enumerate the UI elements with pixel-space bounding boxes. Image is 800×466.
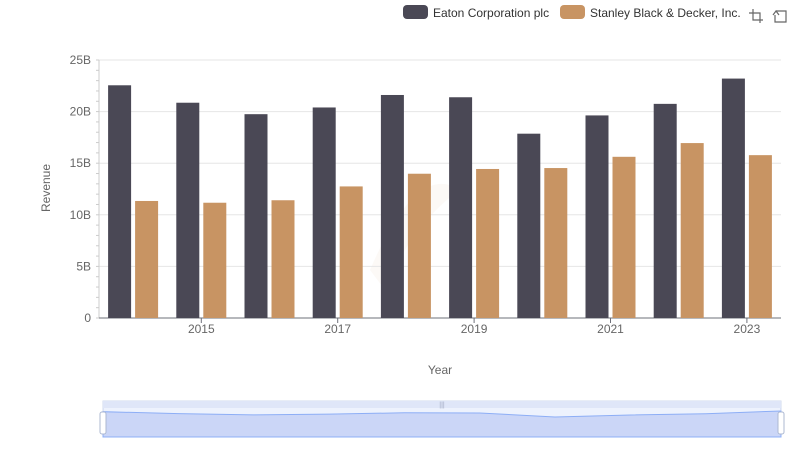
series-stanley <box>135 143 772 318</box>
legend-swatch <box>560 5 585 19</box>
bar[interactable] <box>585 115 609 319</box>
data-zoom-preview <box>102 410 782 438</box>
x-tick-label: 2019 <box>461 322 488 336</box>
bar-series <box>108 78 772 319</box>
bar[interactable] <box>449 97 473 318</box>
y-tick-label: 25B <box>70 53 91 67</box>
bar[interactable] <box>271 200 295 318</box>
toolbox <box>748 8 788 24</box>
bar[interactable] <box>517 133 541 318</box>
bar[interactable] <box>176 102 200 319</box>
bar[interactable] <box>680 143 704 318</box>
y-tick-label: 5B <box>76 259 91 273</box>
x-tick-label: 2023 <box>734 322 761 336</box>
y-tick-label: 0 <box>84 311 91 325</box>
legend: Eaton Corporation plc Stanley Black & Dec… <box>403 5 741 20</box>
legend-item[interactable]: Eaton Corporation plc <box>403 5 549 20</box>
legend-label: Stanley Black & Decker, Inc. <box>590 6 741 20</box>
bar[interactable] <box>380 94 404 318</box>
x-tick-label: 2021 <box>597 322 624 336</box>
legend-label: Eaton Corporation plc <box>433 6 549 20</box>
zoom-box-icon[interactable] <box>748 8 764 24</box>
bar[interactable] <box>653 103 677 318</box>
data-zoom-handle-left[interactable] <box>99 411 107 435</box>
data-zoom-slider[interactable]: ||| <box>99 400 785 438</box>
data-zoom-handle-right[interactable] <box>777 411 785 435</box>
data-zoom-move-bar[interactable] <box>103 401 781 408</box>
y-axis-title: Revenue <box>39 164 53 212</box>
bar[interactable] <box>312 107 336 318</box>
legend-swatch <box>403 5 428 19</box>
x-axis-title: Year <box>428 363 452 377</box>
y-tick-label: 20B <box>70 105 91 119</box>
x-tick-label: 2015 <box>188 322 215 336</box>
bar[interactable] <box>407 173 431 318</box>
series-eaton <box>108 78 745 319</box>
bar[interactable] <box>108 85 132 318</box>
bar[interactable] <box>203 202 227 318</box>
y-tick-label: 15B <box>70 156 91 170</box>
y-tick-label: 10B <box>70 208 91 222</box>
bar[interactable] <box>339 186 363 318</box>
bar[interactable] <box>476 168 500 318</box>
restore-icon[interactable] <box>772 8 788 24</box>
legend-item[interactable]: Stanley Black & Decker, Inc. <box>560 5 741 20</box>
bar[interactable] <box>721 78 745 319</box>
x-axis: 2015 2017 2019 2021 2023 <box>99 317 781 336</box>
bar[interactable] <box>612 156 636 318</box>
bar[interactable] <box>748 155 772 318</box>
bar[interactable] <box>544 168 568 318</box>
bar[interactable] <box>135 200 159 318</box>
bar[interactable] <box>244 114 268 319</box>
x-tick-label: 2017 <box>324 322 351 336</box>
y-axis: 0 5B 10B 15B 20B 25B <box>70 53 100 325</box>
data-zoom-grip-icon: ||| <box>439 402 445 409</box>
